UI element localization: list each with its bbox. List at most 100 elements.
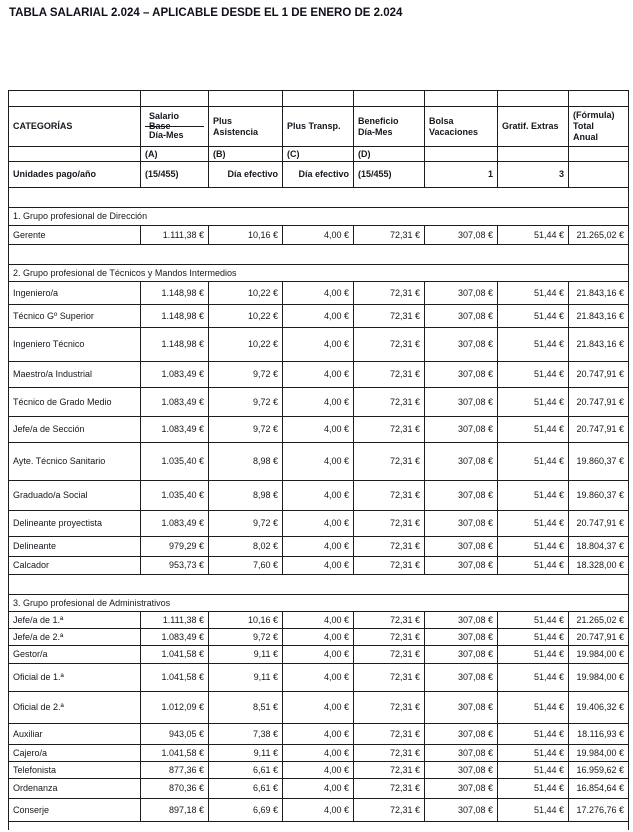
value-cell: 10,16 € — [208, 611, 283, 629]
header-line: Total — [573, 121, 594, 132]
value-cell: 1.035,40 € — [140, 480, 209, 511]
value-cell: 51,44 € — [497, 744, 569, 762]
value-cell: 20.747,91 € — [568, 510, 629, 537]
value-cell: 51,44 € — [497, 536, 569, 557]
value-cell: 4,00 € — [282, 761, 354, 779]
value-cell: 72,31 € — [353, 281, 425, 305]
units-gratif: 3 — [497, 161, 569, 188]
value-cell: 8,02 € — [208, 536, 283, 557]
value-cell: 307,08 € — [424, 778, 498, 799]
table-body: 1. Grupo profesional de Dirección Gerente… — [8, 187, 629, 830]
value-cell: 10,22 € — [208, 281, 283, 305]
value-cell: 51,44 € — [497, 442, 569, 481]
value-cell: 72,31 € — [353, 304, 425, 328]
header-empty-row — [8, 90, 629, 107]
value-cell: 307,08 € — [424, 327, 498, 362]
header-cell-plus-asistencia: Plus Asistencia — [208, 106, 283, 147]
header-letter-a: (A) — [140, 146, 209, 162]
value-cell: 20.747,91 € — [568, 387, 629, 417]
value-cell: 72,31 € — [353, 327, 425, 362]
value-cell: 51,44 € — [497, 480, 569, 511]
category-cell: Ingeniero Técnico — [8, 327, 141, 362]
value-cell: 19.860,37 € — [568, 480, 629, 511]
value-cell: 4,00 € — [282, 663, 354, 692]
value-cell: 953,73 € — [140, 556, 209, 575]
units-salario-base: (15/455) — [140, 161, 209, 188]
category-cell: Jefe/a de Sección — [8, 416, 141, 443]
value-cell: 4,00 € — [282, 778, 354, 799]
value-cell: 51,44 € — [497, 361, 569, 388]
value-cell: 1.148,98 € — [140, 304, 209, 328]
value-cell: 1.111,38 € — [140, 225, 209, 245]
value-cell: 307,08 € — [424, 510, 498, 537]
spacer-row — [8, 187, 629, 208]
value-cell: 6,61 € — [208, 778, 283, 799]
header-line: Vacaciones — [429, 126, 479, 137]
units-beneficio: (15/455) — [353, 161, 425, 188]
value-cell: 51,44 € — [497, 387, 569, 417]
value-cell: 307,08 € — [424, 536, 498, 557]
value-cell: 72,31 € — [353, 510, 425, 537]
value-cell: 19.860,37 € — [568, 442, 629, 481]
table-row: Delineante 979,29 €8,02 €4,00 €72,31 €307… — [8, 536, 629, 557]
value-cell: 51,44 € — [497, 723, 569, 745]
empty-cell — [140, 90, 209, 107]
header-letter-d: (D) — [353, 146, 425, 162]
page-title: TABLA SALARIAL 2.024 – APLICABLE DESDE E… — [9, 7, 403, 19]
value-cell: 51,44 € — [497, 778, 569, 799]
value-cell: 4,00 € — [282, 611, 354, 629]
value-cell: 51,44 € — [497, 691, 569, 724]
value-cell: 72,31 € — [353, 361, 425, 388]
value-cell: 9,11 € — [208, 645, 283, 664]
value-cell: 21.843,16 € — [568, 327, 629, 362]
category-cell: Jefe/a de 2.ª — [8, 628, 141, 646]
value-cell: 17.276,76 € — [568, 798, 629, 822]
header-row: CATEGORÍAS Salario Base Día-Mes Plus Asi… — [8, 106, 629, 147]
table-row: Jefe/a de 1.ª 1.111,38 €10,16 €4,00 €72,3… — [8, 611, 629, 629]
group-caption: 2. Grupo profesional de Técnicos y Mando… — [8, 264, 629, 282]
value-cell: 20.747,91 € — [568, 361, 629, 388]
table-header: CATEGORÍAS Salario Base Día-Mes Plus Asi… — [8, 90, 629, 188]
category-cell: Calcador — [8, 556, 141, 575]
value-cell: 307,08 € — [424, 387, 498, 417]
value-cell: 1.083,49 € — [140, 416, 209, 443]
value-cell: 979,29 € — [140, 536, 209, 557]
value-cell: 1.148,98 € — [140, 327, 209, 362]
value-cell: 4,00 € — [282, 225, 354, 245]
table-row: Gestor/a 1.041,58 €9,11 €4,00 €72,31 €307… — [8, 645, 629, 664]
header-line: Día-Mes — [358, 126, 393, 137]
value-cell: 4,00 € — [282, 744, 354, 762]
group-caption-row: 3. Grupo profesional de Administrativos — [8, 594, 629, 612]
header-line: Gratif. Extras — [502, 121, 559, 132]
spacer-cell — [8, 244, 629, 265]
spacer-row — [8, 821, 629, 830]
value-cell: 307,08 € — [424, 225, 498, 245]
value-cell: 51,44 € — [497, 628, 569, 646]
value-cell: 72,31 € — [353, 536, 425, 557]
value-cell: 307,08 € — [424, 416, 498, 443]
value-cell: 1.148,98 € — [140, 281, 209, 305]
value-cell: 10,22 € — [208, 304, 283, 328]
value-cell: 307,08 € — [424, 798, 498, 822]
table-row: Ingeniero Técnico 1.148,98 €10,22 €4,00 €… — [8, 327, 629, 362]
empty-cell — [497, 90, 569, 107]
value-cell: 72,31 € — [353, 442, 425, 481]
value-cell: 4,00 € — [282, 628, 354, 646]
value-cell: 307,08 € — [424, 304, 498, 328]
value-cell: 16.959,62 € — [568, 761, 629, 779]
value-cell: 307,08 € — [424, 761, 498, 779]
value-cell: 4,00 € — [282, 361, 354, 388]
empty-cell — [568, 161, 629, 188]
value-cell: 4,00 € — [282, 510, 354, 537]
value-cell: 4,00 € — [282, 304, 354, 328]
category-cell: Delineante — [8, 536, 141, 557]
value-cell: 4,00 € — [282, 281, 354, 305]
spacer-cell — [8, 187, 629, 208]
value-cell: 9,72 € — [208, 361, 283, 388]
value-cell: 307,08 € — [424, 611, 498, 629]
header-cell-beneficio: Beneficio Día-Mes — [353, 106, 425, 147]
value-cell: 4,00 € — [282, 327, 354, 362]
value-cell: 9,72 € — [208, 628, 283, 646]
value-cell: 4,00 € — [282, 387, 354, 417]
value-cell: 18.328,00 € — [568, 556, 629, 575]
